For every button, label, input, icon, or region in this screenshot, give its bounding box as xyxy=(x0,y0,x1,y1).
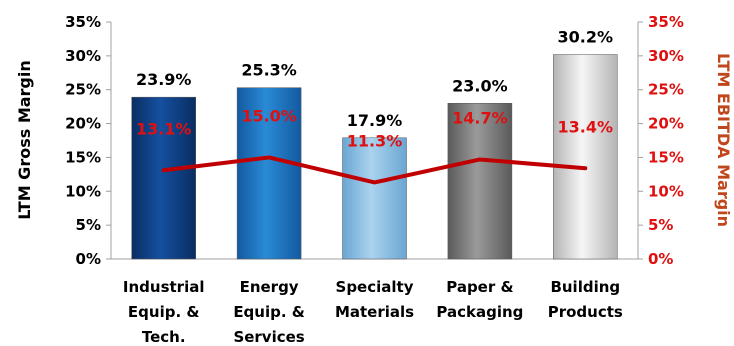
line-series xyxy=(161,155,588,185)
bar xyxy=(447,103,513,260)
left-tick-label: 20% xyxy=(65,115,101,133)
line-value-label: 15.0% xyxy=(241,106,297,125)
right-tick-label: 20% xyxy=(648,115,684,133)
category-label: Materials xyxy=(335,303,414,321)
right-axis-title: LTM EBITDA Margin xyxy=(714,53,733,227)
category-label: Equip. & xyxy=(128,303,200,321)
bar-series xyxy=(131,54,618,260)
right-tick-label: 15% xyxy=(648,148,684,166)
category-label: Industrial xyxy=(123,278,205,296)
bar xyxy=(553,54,618,260)
bar-value-label: 17.9% xyxy=(347,111,403,130)
right-tick-label: 35% xyxy=(648,13,684,31)
line-value-label: 14.7% xyxy=(452,108,508,127)
left-tick-label: 15% xyxy=(65,148,101,166)
category-labels: Industrial Equip. & Tech. Energy Equip. & Ser… xyxy=(123,278,623,346)
category-label: Products xyxy=(548,303,623,321)
right-tick-label: 10% xyxy=(648,182,684,200)
right-tick-label: 25% xyxy=(648,81,684,99)
category-label: Equip. & xyxy=(233,303,305,321)
category-label: Services xyxy=(233,328,304,346)
right-tick-label: 30% xyxy=(648,47,684,65)
bar-value-label: 25.3% xyxy=(241,61,297,80)
ebitda-margin-line xyxy=(161,155,588,185)
left-axis-title: LTM Gross Margin xyxy=(15,60,34,220)
category-label: Energy xyxy=(240,278,299,296)
left-tick-label: 35% xyxy=(65,13,101,31)
left-tick-label: 10% xyxy=(65,182,101,200)
category-label: Paper & xyxy=(446,278,513,296)
left-tick-label: 30% xyxy=(65,47,101,65)
line-value-label: 11.3% xyxy=(347,131,403,150)
bar-value-label: 30.2% xyxy=(558,28,614,47)
line-value-label: 13.4% xyxy=(558,117,614,136)
bar xyxy=(236,87,302,260)
bar-value-label: 23.0% xyxy=(452,76,508,95)
left-tick-label: 25% xyxy=(65,81,101,99)
data-labels: 23.9% 25.3% 17.9% 23.0% 30.2% 13.1% 15.0% 11.3%… xyxy=(136,28,613,151)
bar xyxy=(342,137,407,260)
line-value-label: 13.1% xyxy=(136,119,192,138)
bar-value-label: 23.9% xyxy=(136,70,192,89)
bar xyxy=(131,96,196,260)
right-tick-label: 5% xyxy=(648,216,673,234)
left-axis-ticks: 0% 5% 10% 15% 20% 25% 30% 35% xyxy=(65,13,111,268)
right-axis-ticks: 0% 5% 10% 15% 20% 25% 30% 35% xyxy=(638,13,684,268)
right-tick-label: 0% xyxy=(648,250,673,268)
category-label: Specialty xyxy=(336,278,414,296)
category-label: Packaging xyxy=(436,303,523,321)
category-label: Tech. xyxy=(142,328,186,346)
category-label: Building xyxy=(550,278,620,296)
left-tick-label: 0% xyxy=(76,250,101,268)
left-tick-label: 5% xyxy=(76,216,101,234)
